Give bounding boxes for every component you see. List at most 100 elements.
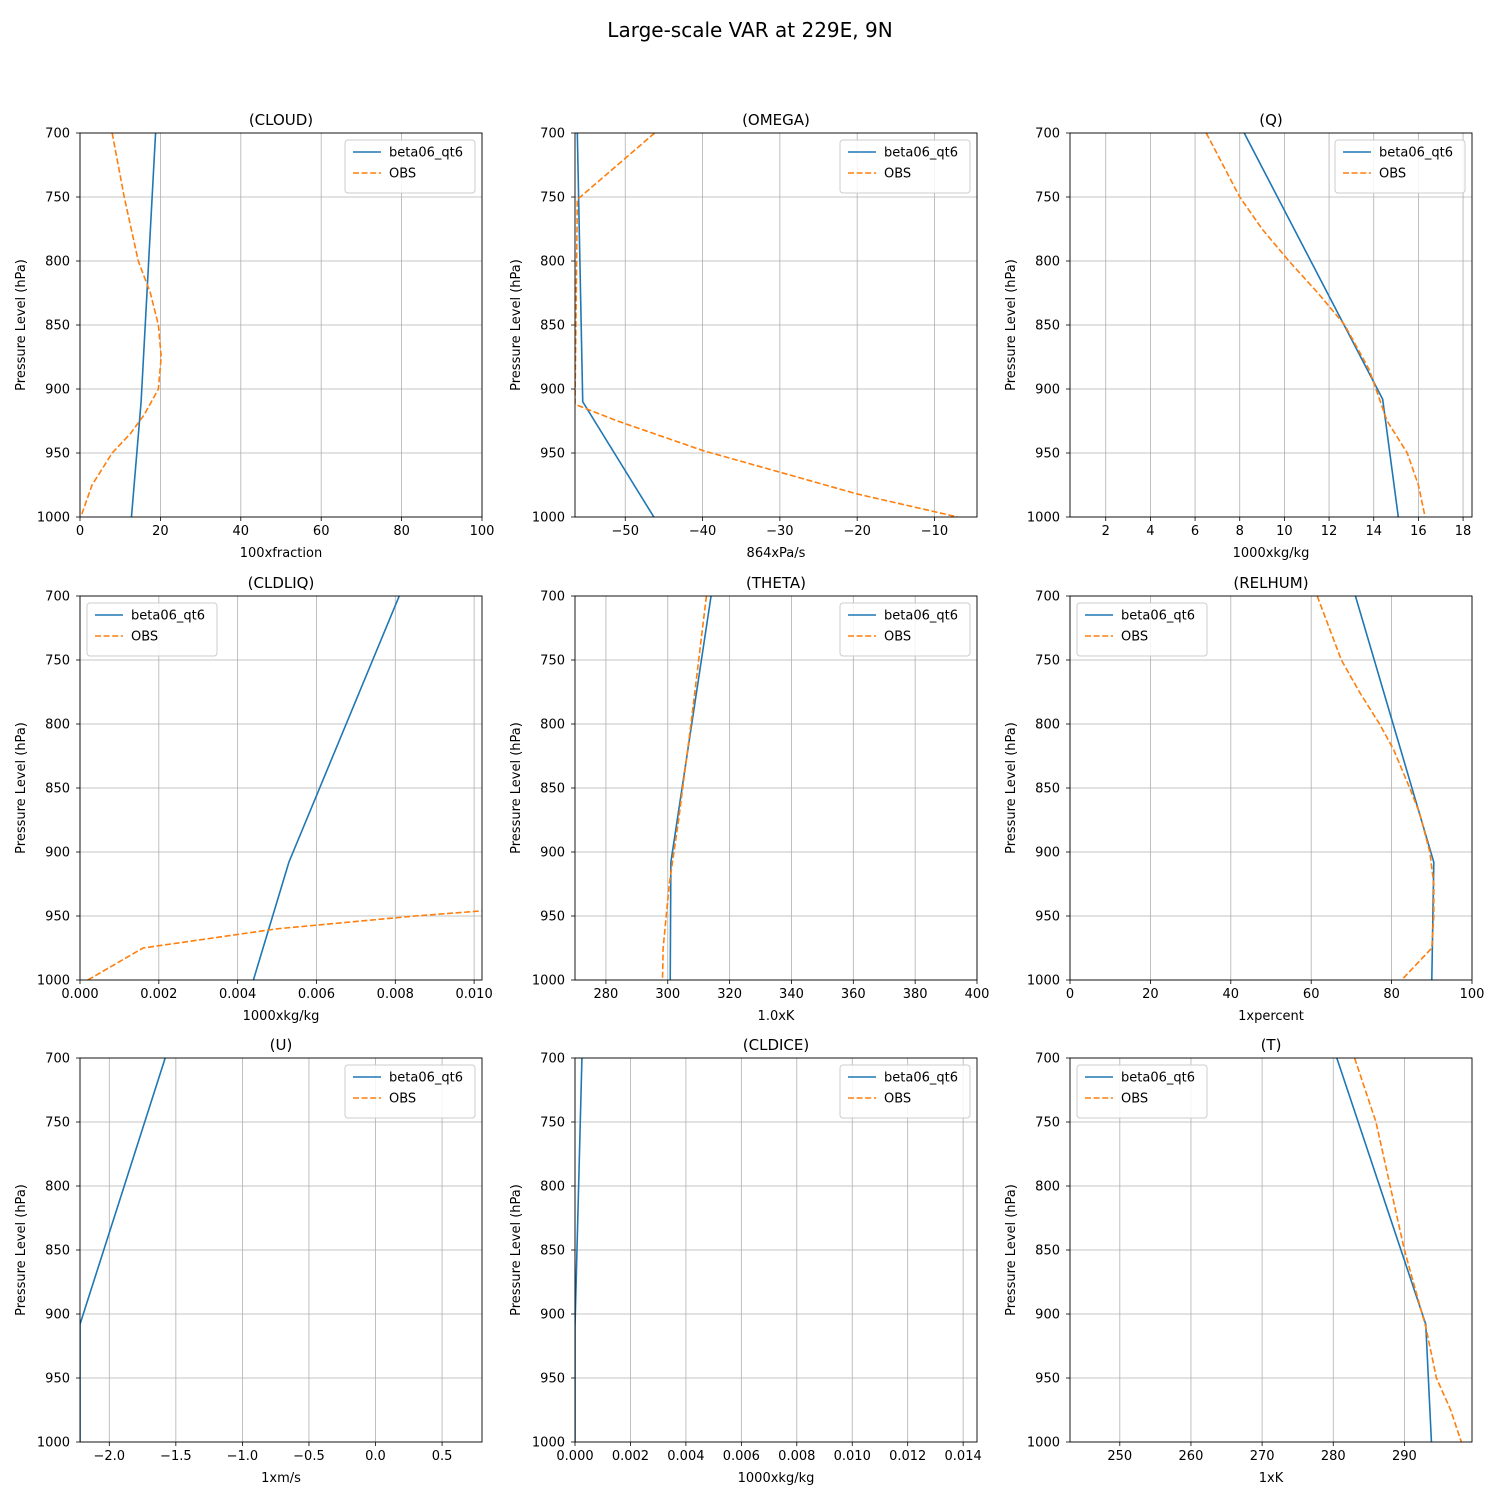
- legend-box: [1334, 139, 1466, 194]
- x-tick-label: 6: [1191, 524, 1199, 539]
- chart-panel: −50 −40 −30 −20 −10 700 750 800 850 900 950 1000 (OM…: [509, 111, 978, 561]
- y-tick-label: 850: [45, 1244, 70, 1259]
- y-tick-label: 900: [45, 1308, 70, 1323]
- x-tick-label: 16: [1410, 524, 1427, 539]
- y-tick-label: 750: [45, 654, 70, 669]
- x-tick-label: 18: [1455, 524, 1472, 539]
- y-tick-label: 800: [540, 255, 565, 270]
- y-tick-label: 850: [1035, 1244, 1060, 1259]
- y-tick-label: 900: [540, 846, 565, 861]
- x-tick-label: 10: [1276, 524, 1293, 539]
- y-tick-label: 750: [540, 654, 565, 669]
- y-tick-label: 950: [1035, 910, 1060, 925]
- y-axis-label: Pressure Level (hPa): [14, 1184, 29, 1316]
- y-tick-label: 1000: [37, 1436, 70, 1451]
- x-tick-label: −30: [766, 524, 793, 539]
- x-tick-label: 0.006: [723, 1449, 760, 1464]
- x-axis-label: 1000xkg/kg: [738, 1471, 815, 1486]
- y-tick-label: 900: [1035, 383, 1060, 398]
- x-tick-label: 20: [1142, 987, 1159, 1002]
- y-tick-label: 950: [540, 910, 565, 925]
- x-tick-label: 250: [1107, 1449, 1132, 1464]
- y-axis-label: Pressure Level (hPa): [14, 722, 29, 854]
- y-tick-label: 900: [45, 383, 70, 398]
- chart-panel: 2 4 6 8 10 12 14 16 18 700 750 800 850 900 950 1000 (Q) 1…: [1004, 111, 1473, 561]
- series-line-obs: [1316, 596, 1435, 980]
- y-tick-label: 1000: [532, 511, 565, 526]
- x-tick-label: 40: [1223, 987, 1240, 1002]
- series-line-model: [252, 596, 400, 980]
- y-tick-label: 700: [45, 1052, 70, 1067]
- legend-label: beta06_qt6: [884, 146, 958, 161]
- legend-box: [86, 602, 218, 657]
- series-line-model: [575, 1058, 583, 1442]
- y-tick-label: 800: [540, 718, 565, 733]
- y-tick-label: 750: [1035, 191, 1060, 206]
- x-tick-label: 290: [1392, 1449, 1417, 1464]
- y-axis-label: Pressure Level (hPa): [1004, 1184, 1019, 1316]
- x-tick-label: 280: [1321, 1449, 1346, 1464]
- y-axis-label: Pressure Level (hPa): [1004, 722, 1019, 854]
- y-tick-label: 1000: [1027, 511, 1060, 526]
- legend-box: [1076, 602, 1208, 657]
- legend: beta06_qt6 OBS: [839, 139, 971, 194]
- panel-title: (U): [270, 1036, 293, 1054]
- x-axis-label: 1xm/s: [261, 1471, 301, 1486]
- y-tick-label: 950: [45, 910, 70, 925]
- legend-label: OBS: [884, 630, 911, 645]
- legend: beta06_qt6 OBS: [1334, 139, 1466, 194]
- y-tick-label: 950: [540, 447, 565, 462]
- x-tick-label: −0.5: [293, 1449, 325, 1464]
- x-tick-label: 270: [1250, 1449, 1275, 1464]
- series-line-obs: [661, 596, 708, 980]
- x-tick-label: 0.010: [456, 987, 493, 1002]
- panel-title: (T): [1261, 1036, 1282, 1054]
- legend-box: [839, 139, 971, 194]
- x-tick-label: 100: [470, 524, 495, 539]
- series-line-model: [80, 1058, 166, 1442]
- y-tick-label: 1000: [37, 511, 70, 526]
- y-tick-label: 850: [1035, 782, 1060, 797]
- legend-box: [1076, 1064, 1208, 1119]
- y-tick-label: 700: [45, 127, 70, 142]
- chart-panel: 250 260 270 280 290 700 750 800 850 900 950 1000 (T)…: [1004, 1036, 1473, 1486]
- legend-label: OBS: [884, 1092, 911, 1107]
- y-tick-label: 700: [540, 1052, 565, 1067]
- x-tick-label: 4: [1146, 524, 1154, 539]
- y-axis-label: Pressure Level (hPa): [509, 722, 524, 854]
- y-tick-label: 800: [45, 1180, 70, 1195]
- x-tick-label: 0.002: [140, 987, 177, 1002]
- x-tick-label: 60: [313, 524, 330, 539]
- legend: beta06_qt6 OBS: [344, 139, 476, 194]
- y-tick-label: 950: [45, 1372, 70, 1387]
- x-tick-label: 20: [152, 524, 169, 539]
- x-tick-label: 2: [1102, 524, 1110, 539]
- series-line-obs: [575, 133, 958, 517]
- x-axis-label: 1.0xK: [758, 1009, 795, 1024]
- y-tick-label: 800: [1035, 1180, 1060, 1195]
- chart-panel: 0 20 40 60 80 100 700 750 800 850 900 950 1000 (RELHU…: [1004, 574, 1484, 1024]
- x-tick-label: 0.0: [365, 1449, 386, 1464]
- series-line-model: [576, 133, 655, 517]
- chart-panel: −2.0 −1.5 −1.0 −0.5 0.0 0.5 700 750 800 850 900 950…: [14, 1036, 483, 1486]
- y-tick-label: 800: [1035, 255, 1060, 270]
- x-tick-label: 0.000: [556, 1449, 593, 1464]
- x-tick-label: 8: [1236, 524, 1244, 539]
- x-tick-label: 320: [717, 987, 742, 1002]
- y-tick-label: 850: [45, 319, 70, 334]
- x-axis-label: 864xPa/s: [747, 546, 806, 561]
- series-line-model: [669, 596, 712, 980]
- x-tick-label: 0.004: [219, 987, 256, 1002]
- x-tick-label: 0.008: [778, 1449, 815, 1464]
- y-tick-label: 950: [1035, 1372, 1060, 1387]
- y-tick-label: 850: [45, 782, 70, 797]
- legend-label: OBS: [1379, 167, 1406, 182]
- x-tick-label: 0.006: [298, 987, 335, 1002]
- x-tick-label: 280: [594, 987, 619, 1002]
- panel-title: (Q): [1259, 111, 1283, 129]
- y-axis-label: Pressure Level (hPa): [14, 259, 29, 391]
- legend-label: beta06_qt6: [884, 609, 958, 624]
- y-tick-label: 750: [45, 191, 70, 206]
- chart-panel: 0.000 0.002 0.004 0.006 0.008 0.010 700 750 800 8…: [14, 574, 493, 1024]
- x-axis-label: 1000xkg/kg: [243, 1009, 320, 1024]
